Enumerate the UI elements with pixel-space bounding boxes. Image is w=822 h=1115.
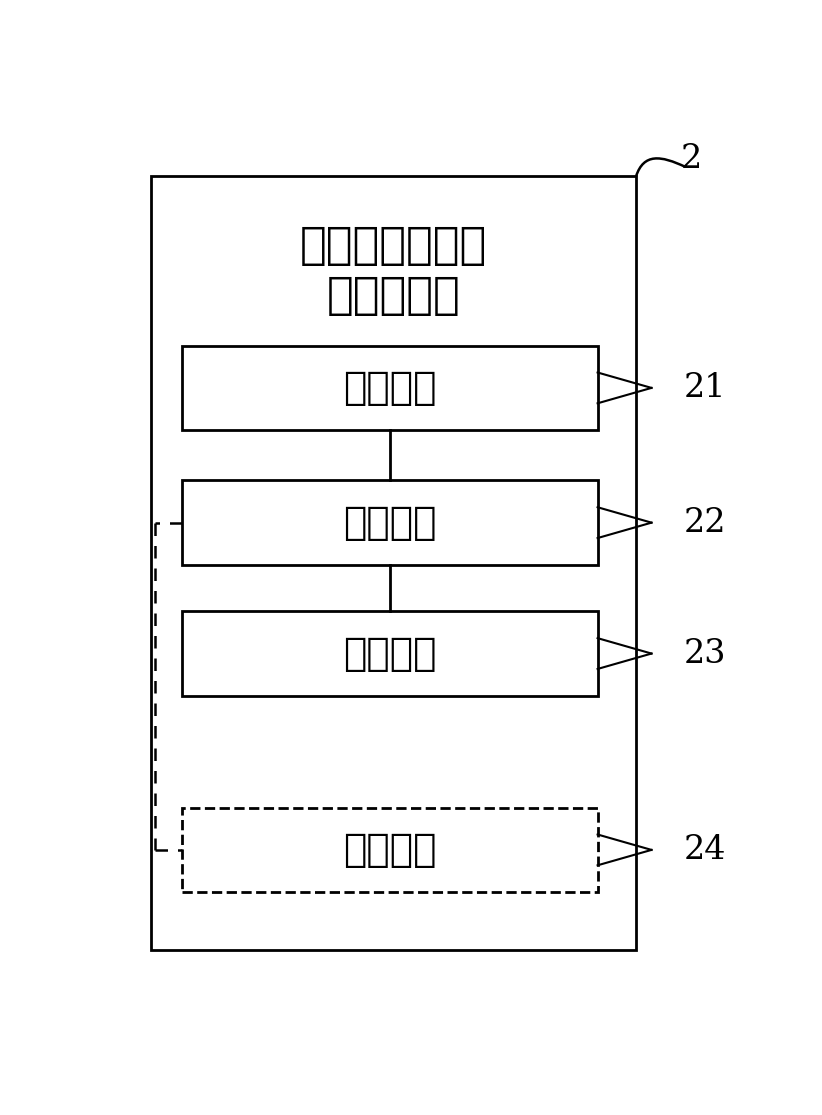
Bar <box>182 807 598 892</box>
Text: 22: 22 <box>684 506 727 539</box>
Text: 载数据处理: 载数据处理 <box>326 274 460 317</box>
Text: 输出模块: 输出模块 <box>343 634 436 672</box>
Text: 2: 2 <box>681 143 702 175</box>
Bar <box>151 176 636 950</box>
Text: 删除模块: 删除模块 <box>343 831 436 869</box>
Text: 24: 24 <box>684 834 726 866</box>
Text: 采集模块: 采集模块 <box>343 369 436 407</box>
Text: 23: 23 <box>684 638 727 669</box>
Text: 确定模块: 确定模块 <box>343 504 436 542</box>
Bar <box>182 481 598 565</box>
Bar <box>182 346 598 430</box>
Text: 21: 21 <box>684 372 727 404</box>
Text: 配电变压器的负: 配电变压器的负 <box>300 224 487 266</box>
Bar <box>182 611 598 696</box>
